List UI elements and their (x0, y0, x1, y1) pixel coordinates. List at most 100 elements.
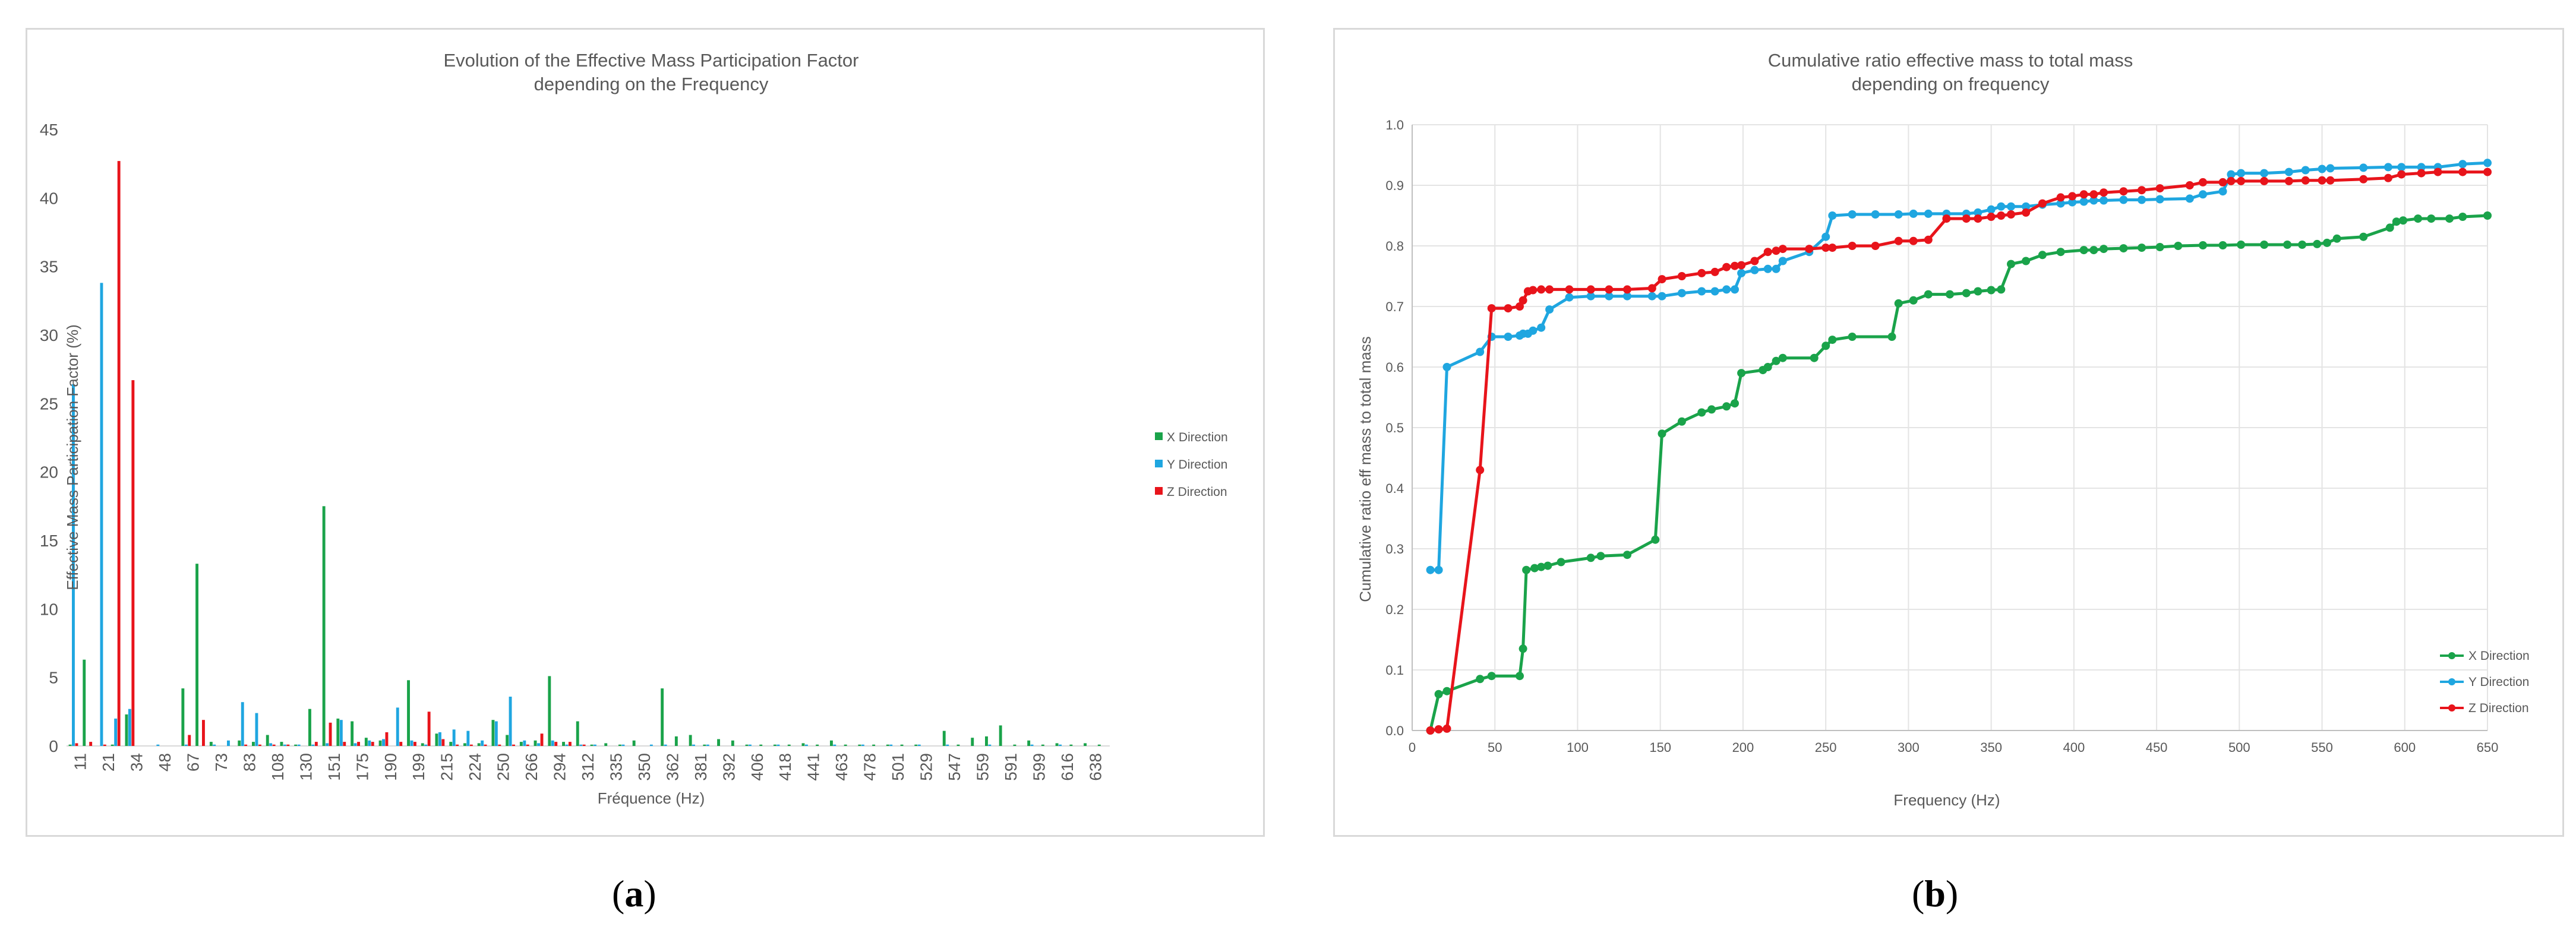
chart-a-x-tick-label: 73 (212, 753, 231, 771)
point-y-direction (1987, 205, 1996, 214)
point-y-direction (1605, 292, 1614, 301)
point-x-direction (1586, 554, 1595, 562)
bar-z-direction-199 (413, 742, 416, 746)
point-y-direction (1697, 287, 1706, 296)
bar-x-direction-392 (717, 739, 720, 746)
chart-b-x-tick-label: 150 (1649, 740, 1671, 755)
bar-z-direction-280 (540, 733, 544, 746)
bar-y-direction-119 (283, 744, 286, 746)
chart-a-x-tick-label: 108 (269, 753, 287, 781)
point-y-direction (2318, 165, 2326, 173)
point-x-direction (2385, 223, 2394, 232)
bar-x-direction-34 (125, 714, 128, 746)
bar-x-direction-342 (618, 744, 621, 746)
bar-z-direction-151 (329, 722, 332, 746)
bar-z-direction-215 (441, 739, 445, 746)
point-z-direction (2284, 176, 2293, 185)
bar-y-direction-237 (481, 740, 484, 746)
point-y-direction (1828, 211, 1837, 220)
point-x-direction (2483, 211, 2492, 220)
point-x-direction (2119, 244, 2128, 253)
chart-a-x-tick-label: 130 (296, 753, 315, 781)
point-z-direction (1623, 285, 1631, 294)
point-x-direction (1909, 296, 1918, 305)
point-x-direction (2155, 243, 2164, 251)
point-z-direction (1974, 214, 1982, 223)
bar-y-direction-529 (917, 744, 921, 746)
chart-b-x-tick-label: 100 (1567, 740, 1589, 755)
chart-a-y-tick-label: 15 (40, 532, 58, 550)
chart-b-axes (1412, 125, 2487, 731)
chart-a-x-tick-label: 21 (99, 753, 118, 771)
bar-x-direction-199 (407, 680, 410, 746)
bar-x-direction-501 (886, 744, 889, 746)
point-y-direction (2022, 202, 2031, 211)
chart-a-x-tick-label: 616 (1058, 753, 1077, 781)
bar-z-direction-266 (526, 744, 529, 746)
point-z-direction (1605, 285, 1614, 294)
point-z-direction (1997, 211, 2006, 220)
chart-b-y-tick-label: 0.4 (1385, 481, 1404, 496)
point-y-direction (1778, 257, 1787, 265)
chart-b-x-tick-label: 250 (1815, 740, 1837, 755)
point-x-direction (2313, 239, 2322, 248)
chart-a-x-tick-label: 250 (494, 753, 513, 781)
bar-x-direction-323 (590, 744, 594, 746)
chart-b-x-tick-label: 0 (1409, 740, 1416, 755)
bar-y-direction-362 (664, 744, 667, 746)
point-y-direction (1565, 293, 1574, 302)
chart-b-x-tick-label: 350 (1980, 740, 2002, 755)
bar-x-direction-559 (971, 738, 974, 746)
bar-z-direction-11 (75, 743, 78, 746)
chart-a-x-ticks: 11 21 34 48 67 73 83 108 130 151 175 190 199 215 224 25… (71, 753, 1105, 781)
chart-b-x-tick-label: 450 (2146, 740, 2168, 755)
point-z-direction (1586, 285, 1595, 294)
bar-y-direction-220 (452, 729, 456, 746)
point-y-direction (1848, 210, 1857, 219)
point-x-direction (1522, 565, 1531, 574)
point-x-direction (1731, 399, 1739, 408)
point-x-direction (1487, 672, 1496, 681)
bar-x-direction-95 (252, 742, 255, 746)
bar-x-direction-294 (548, 676, 551, 746)
chart-b-x-axis-title: Frequency (Hz) (1893, 791, 2000, 809)
point-y-direction (2199, 190, 2207, 199)
chart-b-y-tick-label: 0.8 (1385, 239, 1404, 254)
point-x-direction (1537, 562, 1546, 571)
point-y-direction (2359, 163, 2368, 172)
caption-a-close: ) (643, 872, 656, 915)
chart-a-y-tick-label: 10 (40, 600, 58, 618)
bar-z-direction-237 (484, 744, 487, 746)
bar-y-direction-463 (833, 744, 836, 746)
point-x-direction (2079, 246, 2088, 255)
chart-a-legend-swatch (1155, 487, 1163, 495)
chart-a-x-tick-label: 34 (128, 753, 146, 771)
bar-y-direction-163 (339, 720, 343, 746)
chart-a-x-tick-label: 381 (692, 753, 710, 781)
point-z-direction (1772, 246, 1781, 255)
bar-x-direction-515 (900, 744, 904, 746)
point-x-direction (1519, 644, 1527, 653)
chart-a-x-tick-label: 67 (184, 753, 203, 771)
chart-a-x-tick-label: 362 (663, 753, 681, 781)
chart-a-x-tick-label: 529 (917, 753, 936, 781)
point-z-direction (2237, 176, 2246, 185)
bar-y-direction-140 (311, 744, 315, 746)
point-z-direction (2458, 167, 2467, 176)
chart-a-x-axis-title: Fréquence (Hz) (598, 789, 705, 807)
chart-a-x-tick-label: 151 (325, 753, 343, 781)
point-x-direction (2007, 260, 2015, 268)
point-z-direction (1805, 245, 1814, 254)
chart-b-legend-marker (2448, 652, 2455, 659)
bar-y-direction-183 (368, 740, 371, 746)
point-z-direction (1987, 213, 1996, 221)
bar-z-direction-95 (258, 744, 261, 746)
chart-a-x-tick-label: 350 (635, 753, 654, 781)
chart-a-x-tick-label: 83 (241, 753, 259, 771)
bar-y-direction-175 (353, 743, 357, 746)
bar-z-direction-250 (498, 744, 501, 746)
chart-b-x-tick-label: 300 (1898, 740, 1920, 755)
point-z-direction (1487, 304, 1496, 313)
chart-b-y-tick-label: 0.3 (1385, 542, 1404, 556)
bar-x-direction-280 (533, 740, 537, 746)
